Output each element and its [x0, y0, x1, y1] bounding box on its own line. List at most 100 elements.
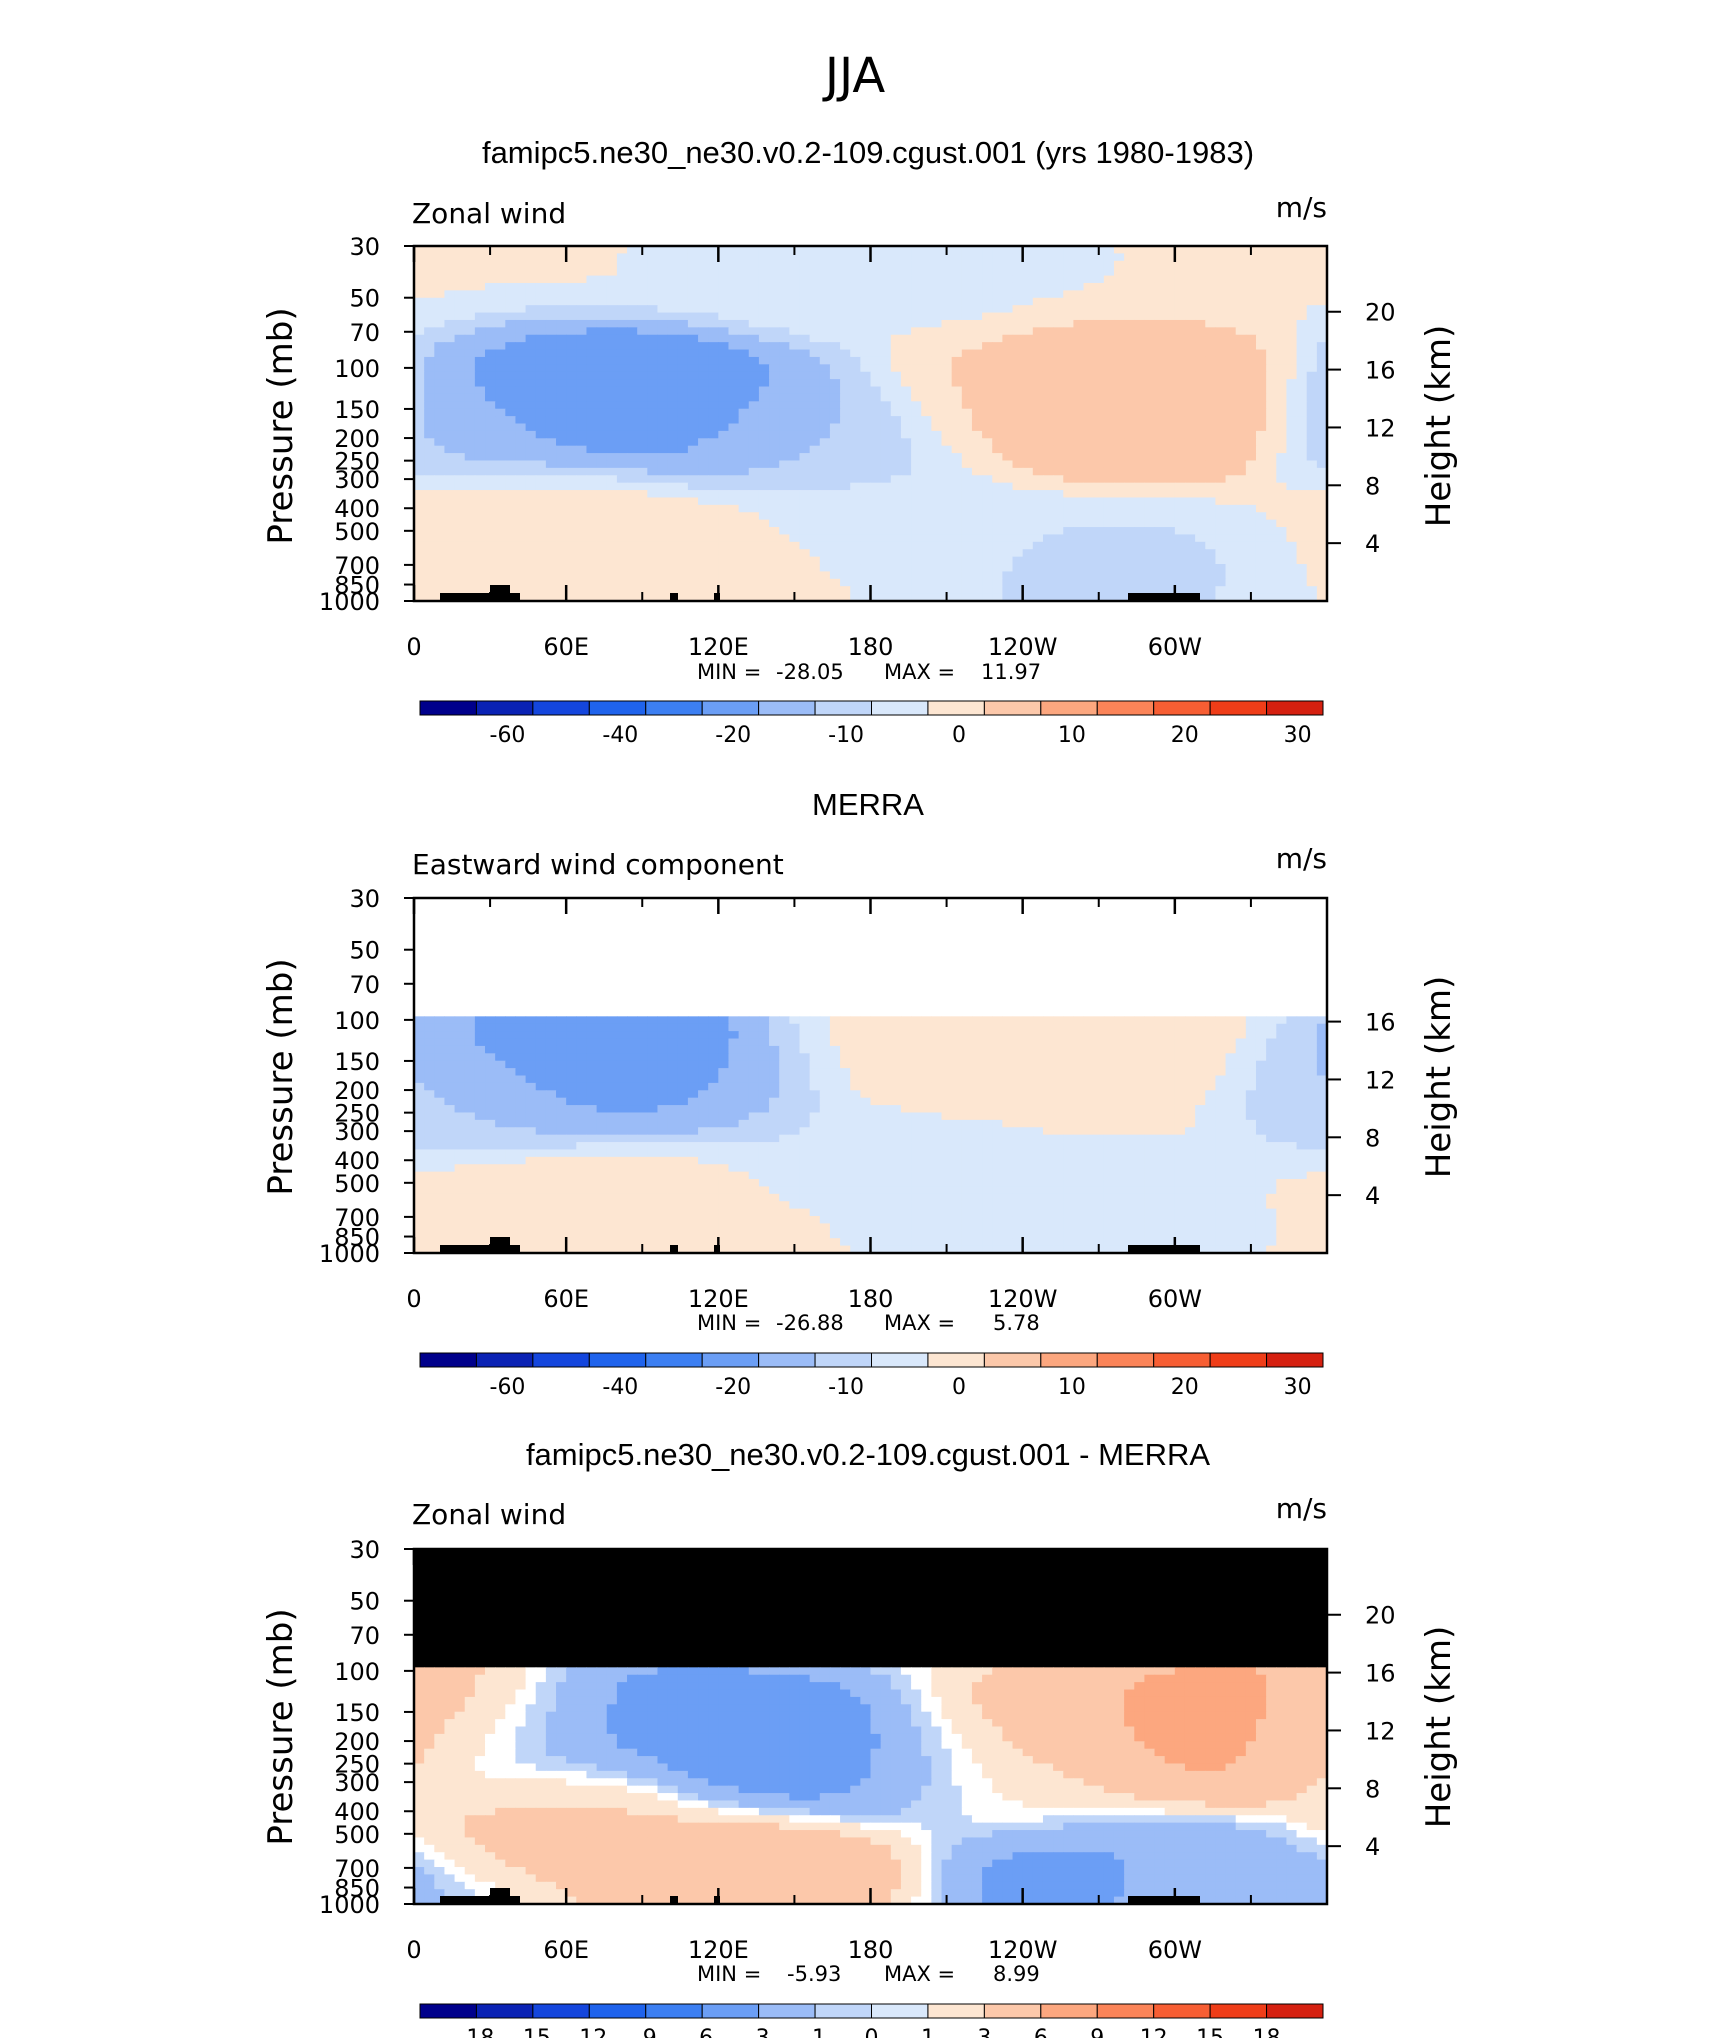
contour-cell	[728, 898, 740, 906]
contour-cell	[1296, 556, 1308, 565]
contour-cell	[911, 467, 922, 476]
contour-cell	[1012, 297, 1024, 306]
contour-cell	[1296, 460, 1308, 469]
contour-cell	[474, 408, 486, 417]
contour-cell	[545, 386, 557, 395]
contour-cell	[738, 275, 750, 284]
contour-cell	[1103, 504, 1115, 513]
contour-cell	[1073, 571, 1085, 580]
contour-cell	[596, 319, 608, 328]
contour-cell	[1215, 356, 1227, 365]
contour-cell	[880, 490, 892, 499]
contour-cell	[535, 253, 547, 262]
contour-cell	[1164, 556, 1176, 565]
contour-cell	[840, 512, 851, 521]
contour-cell	[1276, 934, 1288, 943]
contour-cell	[1306, 349, 1318, 358]
contour-cell	[971, 571, 983, 580]
contour-cell	[1042, 290, 1054, 299]
contour-cell	[870, 305, 882, 314]
contour-cell	[576, 512, 588, 521]
contour-cell	[454, 445, 466, 454]
contour-cell	[1174, 423, 1186, 432]
contour-cell	[1205, 490, 1217, 499]
contour-cell	[829, 564, 841, 573]
contour-cell	[1195, 438, 1206, 447]
contour-cell	[1215, 268, 1227, 277]
contour-cell	[911, 541, 922, 550]
contour-cell	[911, 401, 922, 410]
contour-cell	[708, 445, 719, 454]
contour-cell	[1296, 504, 1308, 513]
contour-cell	[464, 312, 476, 321]
contour-cell	[758, 578, 770, 587]
contour-cell	[414, 905, 425, 914]
contour-cell	[911, 334, 922, 343]
contour-cell	[951, 438, 963, 447]
contour-cell	[1053, 556, 1064, 565]
contour-cell	[495, 912, 506, 921]
contour-cell	[657, 342, 669, 351]
contour-cell	[1205, 460, 1217, 469]
contour-cell	[566, 356, 577, 365]
contour-cell	[961, 319, 973, 328]
contour-cell	[1002, 512, 1014, 521]
contour-cell	[1032, 356, 1044, 365]
contour-cell	[1154, 519, 1166, 528]
contour-cell	[586, 460, 598, 469]
contour-cell	[495, 512, 506, 521]
contour-cell	[982, 927, 993, 936]
contour-cell	[454, 393, 466, 402]
contour-cell	[576, 379, 588, 388]
contour-cell	[1022, 504, 1034, 513]
contour-cell	[1144, 490, 1156, 499]
contour-cell	[1195, 319, 1206, 328]
contour-cell	[505, 534, 517, 543]
contour-cell	[1174, 527, 1186, 536]
contour-cell	[647, 586, 659, 595]
contour-cell	[505, 556, 517, 565]
contour-cell	[454, 386, 466, 395]
contour-cell	[657, 327, 669, 336]
contour-cell	[535, 319, 547, 328]
contour-cell	[698, 527, 709, 536]
contour-cell	[1103, 905, 1115, 914]
contour-cell	[464, 408, 476, 417]
contour-cell	[1053, 408, 1064, 417]
contour-cell	[911, 912, 922, 921]
contour-cell	[454, 334, 466, 343]
contour-cell	[434, 408, 446, 417]
contour-cell	[789, 430, 801, 439]
contour-cell	[769, 260, 780, 269]
contour-cell	[1316, 379, 1327, 388]
contour-cell	[850, 408, 861, 417]
contour-cell	[535, 305, 547, 314]
contour-cell	[738, 586, 750, 595]
contour-cell	[890, 564, 902, 573]
contour-cell	[718, 312, 730, 321]
contour-cell	[1063, 497, 1074, 506]
contour-cell	[1184, 497, 1196, 506]
contour-cell	[566, 423, 577, 432]
contour-cell	[931, 475, 943, 484]
contour-cell	[566, 556, 577, 565]
contour-cell	[576, 268, 588, 277]
contour-cell	[971, 475, 983, 484]
contour-cell	[769, 342, 780, 351]
contour-cell	[1255, 905, 1267, 914]
contour-cell	[1103, 356, 1115, 365]
contour-cell	[1093, 371, 1105, 380]
contour-cell	[414, 312, 425, 321]
contour-cell	[414, 593, 425, 601]
contour-cell	[1174, 460, 1186, 469]
contour-cell	[1042, 453, 1054, 462]
contour-cell	[1053, 445, 1064, 454]
contour-cell	[931, 556, 943, 565]
contour-cell	[921, 482, 932, 491]
contour-cell	[900, 349, 912, 358]
contour-cell	[1002, 423, 1014, 432]
contour-cell	[545, 297, 557, 306]
contour-cell	[982, 401, 993, 410]
contour-cell	[1134, 379, 1145, 388]
contour-cell	[616, 349, 628, 358]
